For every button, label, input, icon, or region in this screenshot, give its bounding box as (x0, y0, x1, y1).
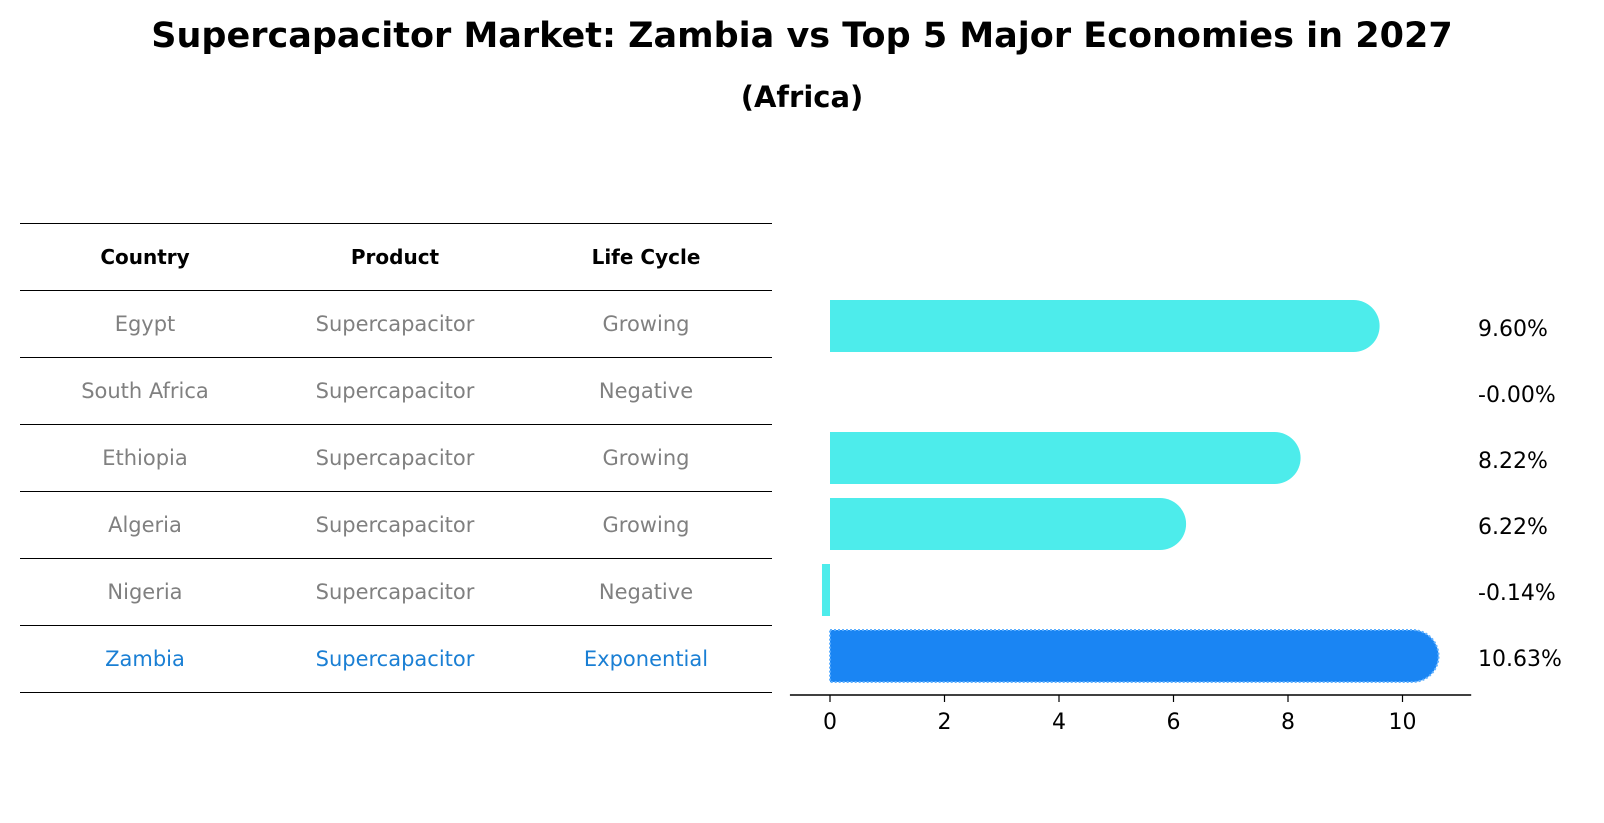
bar-value-label: -0.00% (1478, 383, 1556, 408)
table-row: Egypt Supercapacitor Growing (20, 290, 772, 357)
bar (830, 432, 1301, 484)
x-tick-label: 2 (938, 710, 952, 735)
product-cell: Supercapacitor (315, 513, 475, 537)
table-row: Algeria Supercapacitor Growing (20, 491, 772, 558)
bar (830, 498, 1187, 550)
table-row: Ethiopia Supercapacitor Growing (20, 424, 772, 491)
bar (830, 300, 1380, 352)
life-cycle-cell: Growing (602, 312, 690, 336)
chart-title: Supercapacitor Market: Zambia vs Top 5 M… (151, 16, 1453, 56)
product-cell: Supercapacitor (315, 446, 475, 470)
product-cell: Supercapacitor (315, 580, 475, 604)
product-cell: Supercapacitor (315, 379, 475, 403)
country-cell: Ethiopia (102, 446, 188, 470)
header-life-cycle: Life Cycle (591, 245, 701, 269)
bar-value-label: 9.60% (1478, 317, 1548, 342)
bar (829, 629, 1440, 683)
product-cell: Supercapacitor (315, 312, 475, 336)
x-tick-label: 4 (1052, 710, 1066, 735)
life-cycle-cell: Negative (598, 379, 694, 403)
x-tick-label: 6 (1167, 710, 1181, 735)
life-cycle-cell: Growing (602, 513, 690, 537)
life-cycle-cell: Exponential (583, 647, 709, 671)
country-cell: South Africa (81, 379, 209, 403)
product-cell: Supercapacitor (315, 647, 475, 671)
header-country: Country (100, 245, 190, 269)
bar-value-label: 6.22% (1478, 515, 1548, 540)
bar-value-label: 10.63% (1478, 647, 1562, 672)
bar-value-label: -0.14% (1478, 581, 1556, 606)
table-row: Nigeria Supercapacitor Negative (20, 558, 772, 625)
chart-subtitle: (Africa) (740, 80, 864, 114)
bar-value-label: 8.22% (1478, 449, 1548, 474)
x-tick-label: 8 (1281, 710, 1295, 735)
market-table: Country Product Life Cycle Egypt Superca… (20, 223, 772, 693)
table-row: South Africa Supercapacitor Negative (20, 357, 772, 424)
table-header: Country Product Life Cycle (20, 223, 772, 290)
country-cell: Zambia (105, 647, 185, 671)
life-cycle-cell: Growing (602, 446, 690, 470)
table-row-highlight: Zambia Supercapacitor Exponential (20, 625, 772, 693)
header-product: Product (350, 245, 440, 269)
bar (821, 564, 830, 616)
country-cell: Algeria (108, 513, 182, 537)
x-tick-label: 10 (1389, 710, 1417, 735)
x-tick-label: 0 (823, 710, 837, 735)
country-cell: Nigeria (107, 580, 183, 604)
life-cycle-cell: Negative (598, 580, 694, 604)
country-cell: Egypt (114, 312, 176, 336)
